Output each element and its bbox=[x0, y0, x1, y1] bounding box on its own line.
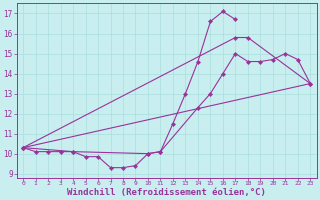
X-axis label: Windchill (Refroidissement éolien,°C): Windchill (Refroidissement éolien,°C) bbox=[67, 188, 266, 197]
